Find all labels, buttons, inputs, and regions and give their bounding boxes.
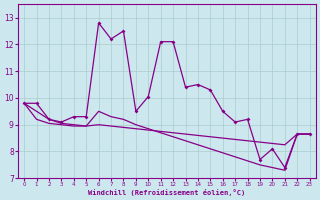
X-axis label: Windchill (Refroidissement éolien,°C): Windchill (Refroidissement éolien,°C) <box>88 189 245 196</box>
